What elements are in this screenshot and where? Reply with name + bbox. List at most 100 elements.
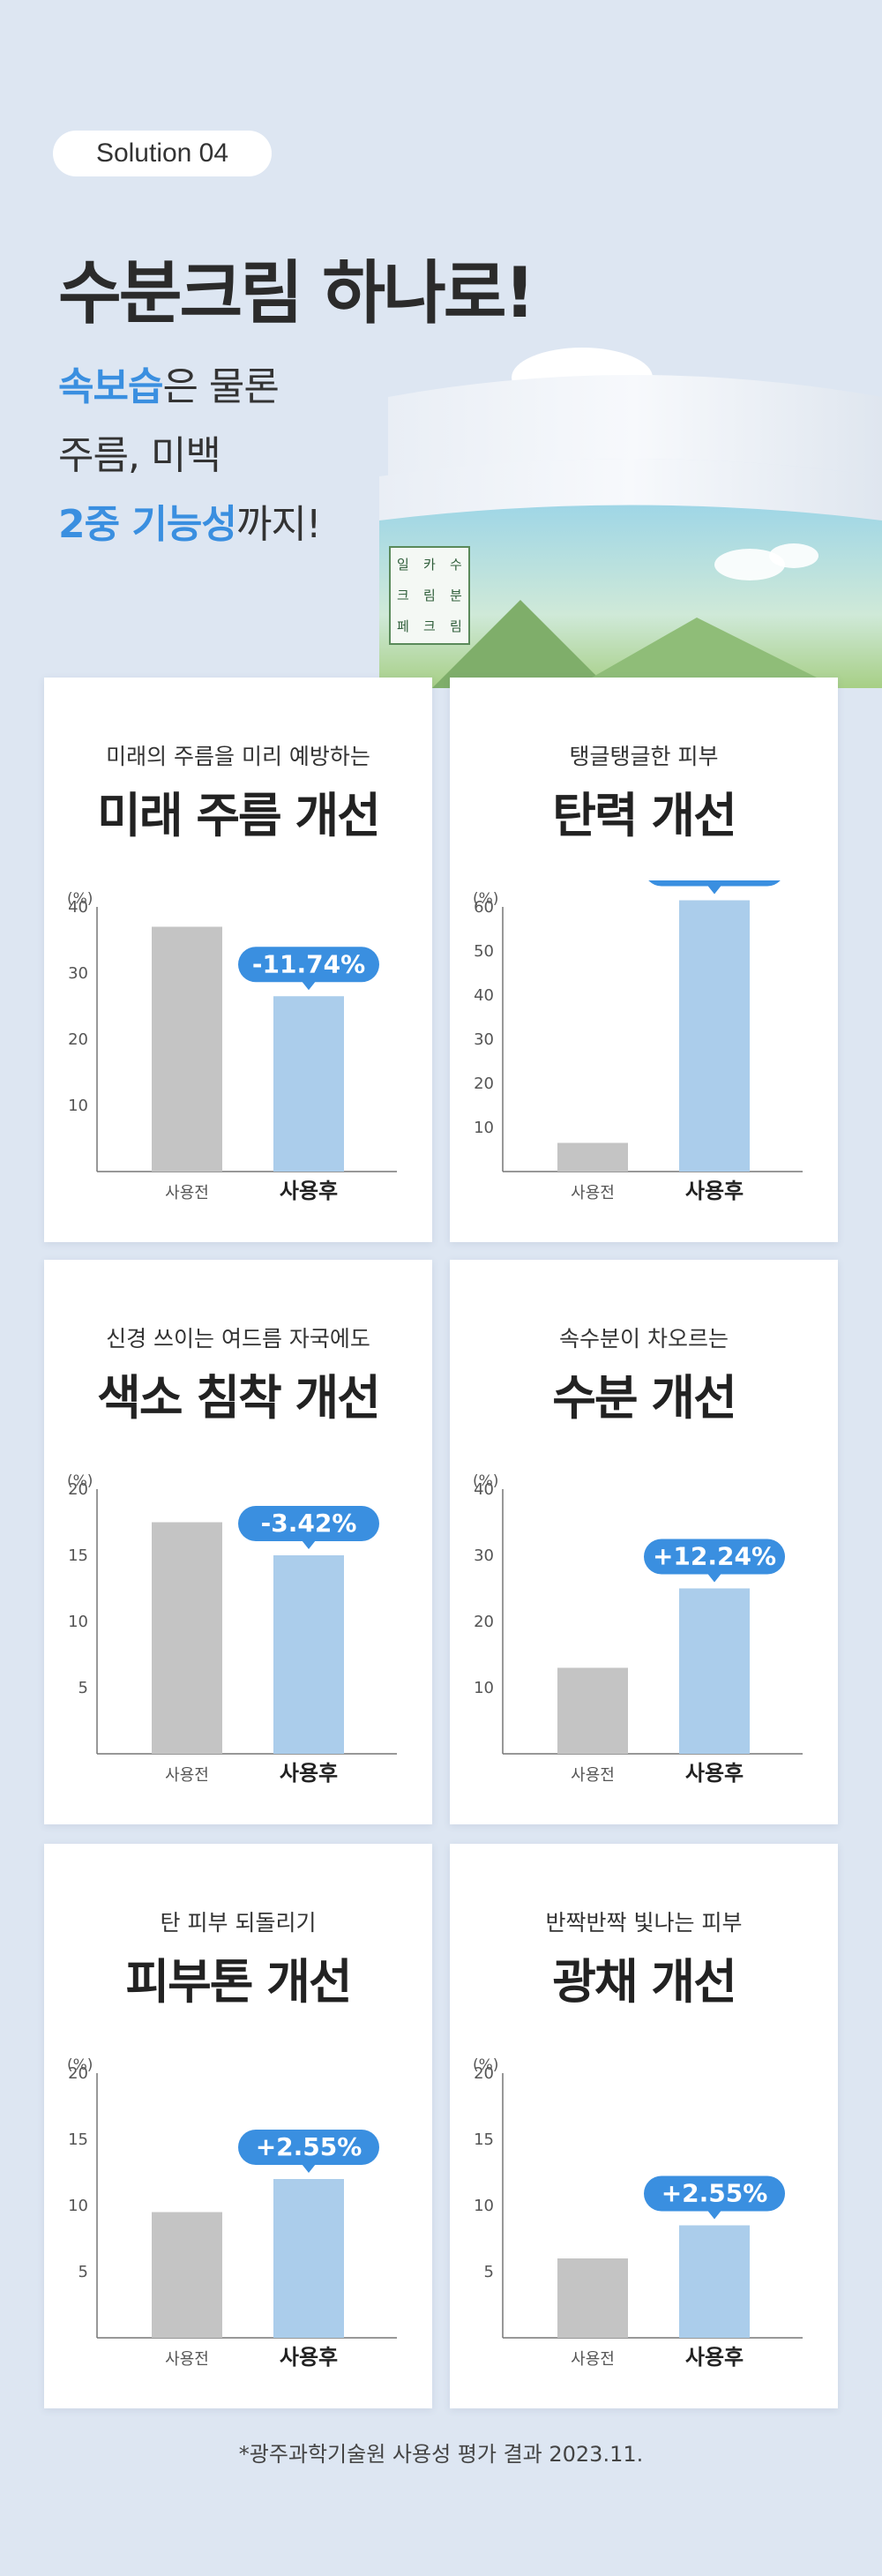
change-badge: +2.55% — [238, 2130, 379, 2173]
card-wrinkle: 미래의 주름을 미리 예방하는 미래 주름 개선 (%) 10 20 30 40 사용전 사… — [44, 678, 432, 1242]
card-kicker: 반짝반짝 빛나는 피부 — [545, 1910, 743, 1936]
y-tick-label: 10 — [474, 2197, 494, 2215]
change-badge: -3.42% — [238, 1506, 379, 1549]
jar-label-char: 수 — [450, 557, 462, 573]
y-tick-label: 60 — [474, 898, 494, 917]
x-tick-label: 사용후 — [685, 1761, 744, 1786]
x-tick-label: 사용전 — [165, 1184, 209, 1202]
change-badge: -11.74% — [238, 947, 379, 991]
card-elasticity: 탱글탱글한 피부 탄력 개선 (%) 10 20 30 40 50 60 사용전 사용후 +55.… — [450, 678, 838, 1242]
card-kicker: 속수분이 차오르는 — [559, 1326, 729, 1352]
card-title: 수분 개선 — [552, 1370, 737, 1426]
bar-before — [152, 1522, 222, 1754]
x-tick-label: 사용후 — [280, 1179, 338, 1203]
y-tick-label: 20 — [68, 2064, 88, 2083]
bar-chart-pigmentation: (%) 5 10 15 20 사용전 사용후 -3.42% — [67, 1472, 397, 1786]
highlight-moisture: 속보습 — [58, 364, 163, 409]
y-tick-label: 40 — [474, 986, 494, 1005]
card-title: 미래 주름 개선 — [97, 788, 381, 843]
sub-line1-rest: 은 물론 — [162, 364, 279, 409]
y-tick-label: 10 — [68, 1097, 88, 1115]
jar-label-char: 림 — [423, 588, 436, 603]
jar-label-char: 크 — [397, 588, 409, 603]
y-tick-label: 40 — [474, 1480, 494, 1499]
y-tick-label: 20 — [474, 1075, 494, 1093]
y-tick-label: 15 — [68, 2130, 88, 2149]
y-unit-label: (%) — [67, 890, 93, 908]
y-tick-label: 50 — [474, 942, 494, 961]
highlight-functional: 2중 기능성 — [58, 502, 237, 547]
jar-label-char: 분 — [450, 588, 462, 603]
bar-chart-wrinkle: (%) 10 20 30 40 사용전 사용후 -11.74% — [67, 890, 397, 1203]
x-tick-label: 사용전 — [571, 2350, 615, 2369]
jar-label-char: 페 — [397, 618, 409, 634]
bar-chart-radiance: (%) 5 10 15 20 사용전 사용후 +2.55% — [473, 2056, 803, 2370]
card-title: 탄력 개선 — [552, 788, 737, 843]
bar-after — [679, 2225, 750, 2338]
bar-after — [679, 900, 750, 1172]
jar-label-char: 카 — [423, 557, 436, 573]
bar-before — [557, 2258, 628, 2338]
jar-label-char: 일 — [397, 557, 409, 573]
x-tick-label: 사용전 — [165, 2350, 209, 2369]
subheadline: 속보습은 물론 주름, 미백 2중 기능성까지! — [58, 353, 322, 559]
bar-chart-elasticity: (%) 10 20 30 40 50 60 사용전 사용후 +55.65% — [473, 880, 803, 1203]
change-badge: +55.65% — [648, 880, 781, 895]
y-tick-label: 20 — [68, 1030, 88, 1049]
card-skintone: 탄 피부 되돌리기 피부톤 개선 (%) 5 10 15 20 사용전 사용후 +2.55% — [44, 1844, 432, 2408]
x-tick-label: 사용전 — [571, 1766, 615, 1785]
y-tick-label: 20 — [474, 1613, 494, 1631]
bar-before — [557, 1667, 628, 1754]
y-unit-label: (%) — [67, 2056, 93, 2074]
card-moisture: 속수분이 차오르는 수분 개선 (%) 10 20 30 40 사용전 사용후 +12.24% — [450, 1260, 838, 1824]
y-tick-label: 20 — [474, 2064, 494, 2083]
y-tick-label: 20 — [68, 1480, 88, 1499]
x-tick-label: 사용후 — [280, 1761, 338, 1786]
y-tick-label: 15 — [474, 2130, 494, 2149]
change-badge: +2.55% — [644, 2175, 785, 2220]
sub-line2: 주름, 미백 — [58, 433, 221, 478]
change-value: +12.24% — [653, 1542, 776, 1571]
card-kicker: 미래의 주름을 미리 예방하는 — [106, 744, 370, 769]
y-unit-label: (%) — [67, 1472, 93, 1490]
jar-label-char: 크 — [423, 618, 436, 634]
change-value: +2.55% — [256, 2132, 363, 2161]
x-tick-label: 사용후 — [685, 2345, 744, 2370]
x-tick-label: 사용전 — [165, 1766, 209, 1785]
y-tick-label: 30 — [68, 964, 88, 983]
bar-after — [273, 1555, 344, 1754]
change-value: -3.42% — [261, 1509, 357, 1538]
y-tick-label: 10 — [474, 1119, 494, 1137]
y-unit-label: (%) — [473, 890, 498, 908]
x-tick-label: 사용후 — [280, 2345, 338, 2370]
change-badge: +12.24% — [644, 1539, 785, 1583]
x-tick-label: 사용후 — [685, 1179, 744, 1203]
bar-before — [152, 2212, 222, 2338]
x-tick-label: 사용전 — [571, 1184, 615, 1202]
card-radiance: 반짝반짝 빛나는 피부 광채 개선 (%) 5 10 15 20 사용전 사용후 +2.55% — [450, 1844, 838, 2408]
bar-after — [679, 1588, 750, 1754]
y-unit-label: (%) — [473, 2056, 498, 2074]
card-title: 피부톤 개선 — [125, 1954, 352, 2010]
card-kicker: 신경 쓰이는 여드름 자국에도 — [106, 1326, 370, 1352]
sub-line3-rest: 까지! — [235, 502, 322, 547]
y-tick-label: 5 — [484, 2263, 494, 2281]
y-tick-label: 40 — [68, 898, 88, 917]
y-tick-label: 10 — [68, 2197, 88, 2215]
y-tick-label: 30 — [474, 1546, 494, 1565]
y-tick-label: 30 — [474, 1030, 494, 1049]
card-title: 색소 침착 개선 — [97, 1370, 381, 1426]
card-kicker: 탄 피부 되돌리기 — [160, 1910, 317, 1936]
headline: 수분크림 하나로! — [58, 254, 535, 333]
jar-rim — [388, 375, 882, 476]
change-value: -11.74% — [252, 949, 365, 978]
card-title: 광채 개선 — [552, 1954, 737, 2010]
bar-chart-skintone: (%) 5 10 15 20 사용전 사용후 +2.55% — [67, 2056, 397, 2370]
solution-label: Solution 04 — [53, 131, 272, 176]
change-value: +55.65% — [653, 880, 776, 883]
bar-before — [557, 1142, 628, 1172]
card-kicker: 탱글탱글한 피부 — [569, 744, 719, 769]
bar-chart-moisture: (%) 10 20 30 40 사용전 사용후 +12.24% — [473, 1472, 803, 1786]
